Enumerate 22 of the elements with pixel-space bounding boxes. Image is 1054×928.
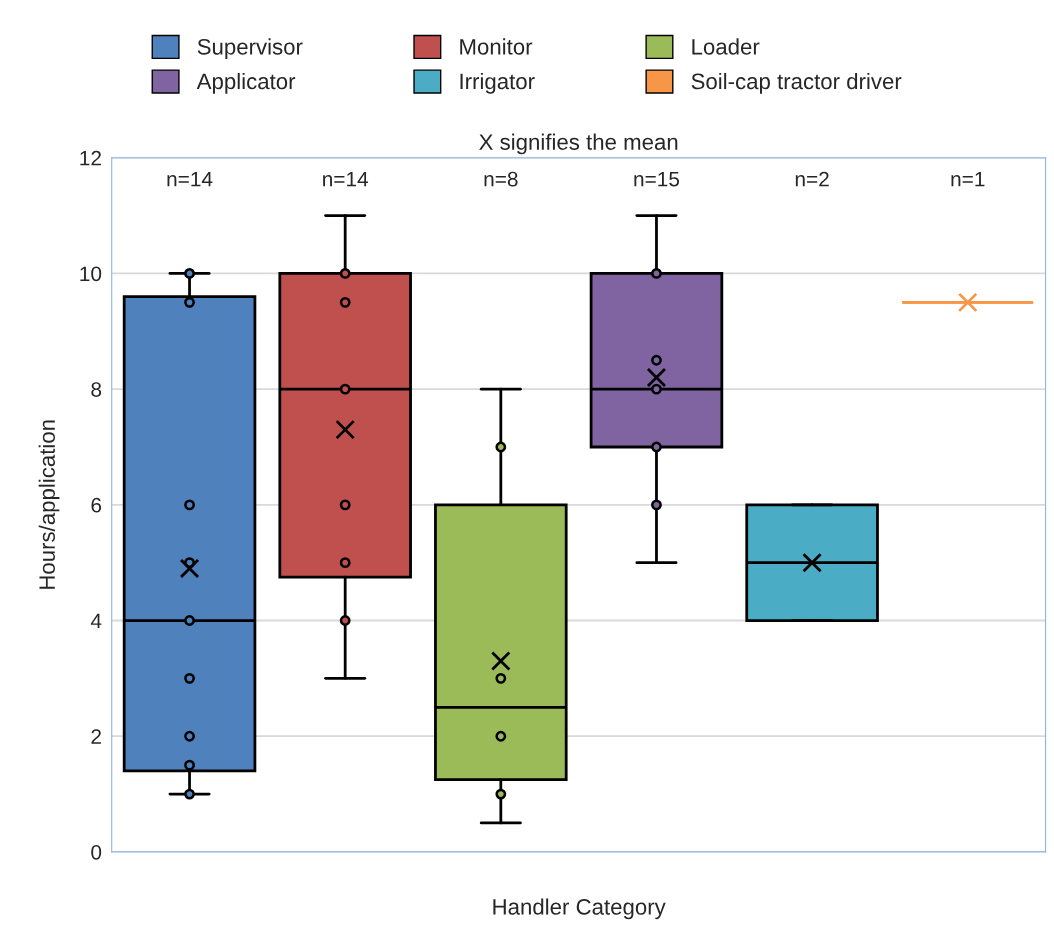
legend-label: Soil-cap tractor driver xyxy=(691,72,902,94)
y-tick-label: 4 xyxy=(90,613,102,629)
y-axis-title: Hours/application xyxy=(38,420,60,589)
annotation: n=1 xyxy=(951,171,985,187)
annotation: n=2 xyxy=(795,171,829,187)
legend-label: Loader xyxy=(692,38,760,55)
y-tick-label: 0 xyxy=(91,844,102,860)
annotation: n=14 xyxy=(167,171,213,187)
legend-label: Irrigator xyxy=(460,72,535,94)
legend-label: Applicator xyxy=(196,72,296,94)
y-tick-label: 6 xyxy=(91,497,102,513)
annotation: n=14 xyxy=(323,171,369,187)
annotation: n=15 xyxy=(634,171,680,187)
annotation: n=8 xyxy=(484,171,518,187)
y-tick-label: 10 xyxy=(80,266,102,282)
chart-subtitle: X signifies the mean xyxy=(479,133,678,155)
y-tick-label: 2 xyxy=(91,729,101,744)
y-tick-label: 8 xyxy=(91,382,102,397)
x-axis-title: Handler Category xyxy=(493,898,666,920)
legend-label: Monitor xyxy=(460,38,533,55)
legend-label: Supervisor xyxy=(197,38,303,60)
y-tick-label: 12 xyxy=(80,150,101,166)
